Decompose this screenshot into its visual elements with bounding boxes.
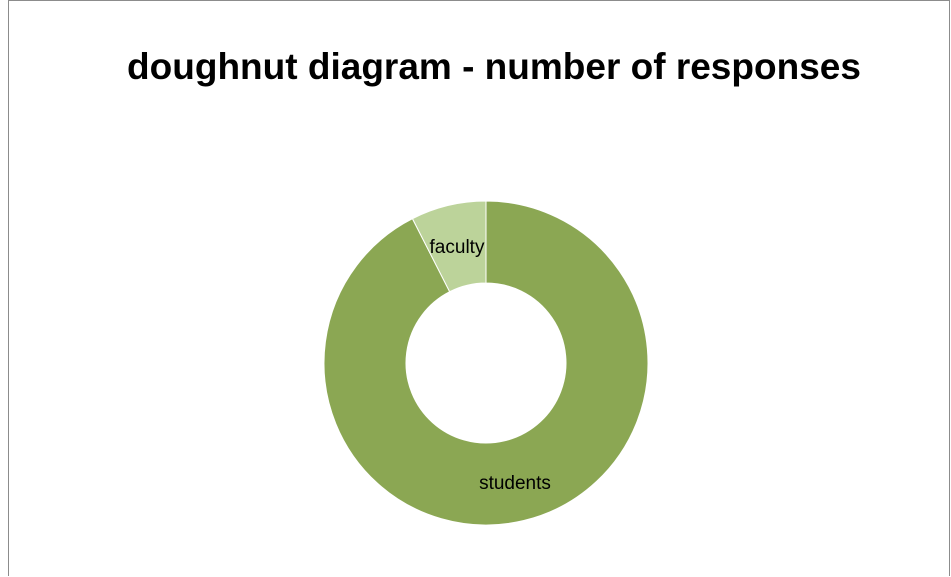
slice-label-faculty: faculty — [430, 237, 485, 258]
slice-faculty — [411, 200, 487, 293]
chart-frame: doughnut diagram - number of responses s… — [8, 0, 950, 576]
chart-title: doughnut diagram - number of responses — [127, 46, 861, 87]
doughnut-chart: students faculty — [323, 200, 649, 526]
slice-label-students: students — [479, 473, 551, 494]
slice-students — [323, 200, 649, 526]
